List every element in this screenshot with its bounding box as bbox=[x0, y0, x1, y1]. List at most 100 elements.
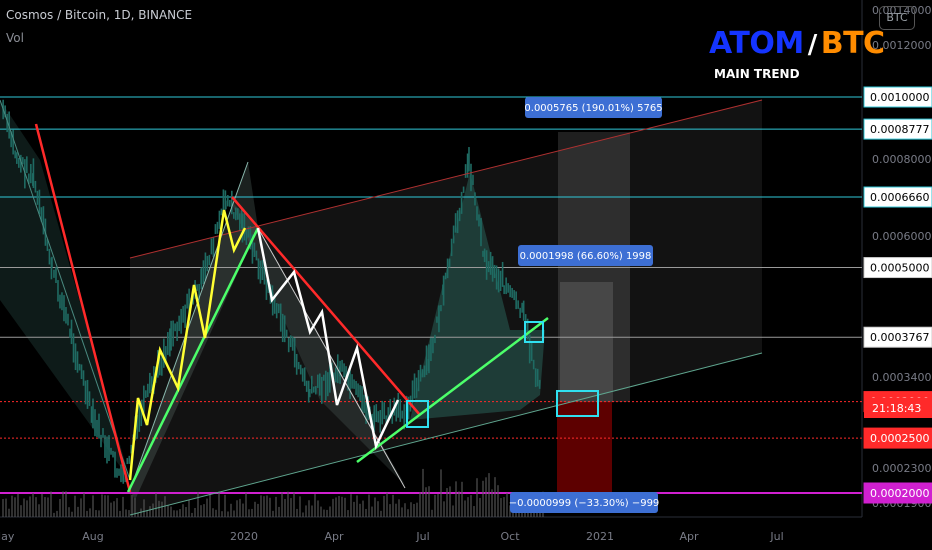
x-tick-label: 2021 bbox=[586, 530, 614, 543]
level-label-4: 0.0003767 bbox=[870, 331, 930, 344]
rise-channel-fill bbox=[130, 162, 258, 500]
volume-bar bbox=[260, 495, 262, 517]
x-tick-label: 2020 bbox=[230, 530, 258, 543]
volume-bar bbox=[458, 491, 460, 517]
volume-bar bbox=[23, 498, 25, 517]
volume-label: Vol bbox=[6, 31, 24, 45]
level-tag-0 bbox=[863, 86, 932, 108]
volume-bar bbox=[62, 491, 64, 517]
level-label-6: 0.0002500 bbox=[870, 432, 930, 445]
volume-bar bbox=[179, 509, 181, 517]
volume-bar bbox=[491, 489, 493, 517]
volume-bar bbox=[17, 493, 19, 517]
volume-bar bbox=[356, 495, 358, 517]
x-tick-label: Apr bbox=[324, 530, 344, 543]
volume-bar bbox=[362, 500, 364, 517]
volume-bar bbox=[500, 498, 502, 517]
volume-bar bbox=[131, 495, 133, 517]
volume-bar bbox=[401, 507, 403, 517]
volume-bar bbox=[467, 497, 469, 517]
x-tick-label: Oct bbox=[500, 530, 520, 543]
volume-bar bbox=[95, 510, 97, 517]
volume-bar bbox=[47, 497, 49, 517]
volume-bar bbox=[2, 498, 4, 517]
volume-bar bbox=[143, 499, 145, 517]
volume-bar bbox=[56, 510, 58, 517]
level-tag-2 bbox=[863, 186, 932, 208]
volume-bar bbox=[245, 492, 247, 517]
volume-bar bbox=[449, 486, 451, 517]
volume-bar bbox=[452, 505, 454, 517]
volume-bar bbox=[494, 477, 496, 517]
volume-bar bbox=[326, 509, 328, 517]
countdown-label: 21:18:43 bbox=[872, 402, 921, 415]
measure-zone-1 bbox=[558, 132, 630, 402]
volume-bar bbox=[476, 478, 478, 517]
target-box bbox=[556, 390, 599, 417]
volume-bar bbox=[416, 502, 418, 517]
volume-bar bbox=[293, 492, 295, 517]
volume-bar bbox=[59, 498, 61, 517]
volume-bar bbox=[8, 508, 10, 517]
volume-bar bbox=[164, 496, 166, 517]
volume-bar bbox=[110, 502, 112, 517]
symbol-title: Cosmos / Bitcoin, 1D, BINANCE bbox=[6, 8, 193, 22]
volume-bar bbox=[257, 503, 259, 517]
volume-bar bbox=[419, 492, 421, 517]
green-uptrend-2 bbox=[356, 317, 549, 463]
volume-bar bbox=[86, 510, 88, 517]
volume-bar bbox=[497, 485, 499, 517]
volume-bar bbox=[440, 469, 442, 517]
x-tick-label: Apr bbox=[679, 530, 699, 543]
logo-base: ATOM bbox=[709, 26, 804, 61]
volume-bar bbox=[296, 508, 298, 517]
main-trend-label: MAIN TREND bbox=[714, 67, 800, 81]
volume-bar bbox=[332, 498, 334, 517]
retest-box bbox=[524, 321, 544, 343]
volume-bar bbox=[41, 493, 43, 517]
volume-bar bbox=[428, 486, 430, 517]
volume-bar bbox=[227, 511, 229, 517]
volume-bar bbox=[83, 492, 85, 517]
volume-bar bbox=[104, 495, 106, 517]
volume-bar bbox=[299, 496, 301, 517]
volume-bar bbox=[323, 509, 325, 517]
pump-area-fill bbox=[410, 172, 545, 420]
volume-bar bbox=[194, 507, 196, 517]
volume-bar bbox=[269, 497, 271, 517]
volume-bar bbox=[116, 498, 118, 517]
measure-badge-1 bbox=[518, 245, 653, 266]
volume-bar bbox=[197, 492, 199, 517]
volume-bar bbox=[89, 508, 91, 517]
measure-label-0: 0.0005765 (190.01%) 5765 bbox=[524, 103, 662, 114]
volume-bar bbox=[479, 497, 481, 517]
volume-bar bbox=[167, 505, 169, 517]
volume-bar bbox=[377, 501, 379, 517]
volume-bar bbox=[410, 502, 412, 517]
volume-bar bbox=[188, 499, 190, 517]
volume-bar bbox=[284, 498, 286, 517]
level-tag-3 bbox=[863, 257, 932, 279]
volume-bar bbox=[122, 496, 124, 517]
level-label-7: 0.0002000 bbox=[870, 487, 930, 500]
volume-bar bbox=[119, 510, 121, 517]
volume-bar bbox=[53, 512, 55, 517]
volume-bar bbox=[272, 510, 274, 517]
volume-bar bbox=[503, 497, 505, 517]
volume-bar bbox=[506, 492, 508, 517]
currency-badge[interactable]: BTC bbox=[879, 6, 915, 30]
volume-bar bbox=[5, 498, 7, 517]
volume-bar bbox=[212, 508, 214, 517]
volume-bar bbox=[350, 494, 352, 517]
volume-bar bbox=[353, 501, 355, 517]
volume-bar bbox=[383, 495, 385, 517]
measure-badge-2 bbox=[510, 492, 658, 513]
volume-bar bbox=[392, 494, 394, 517]
volume-bar bbox=[371, 506, 373, 517]
volume-bar bbox=[470, 495, 472, 517]
volume-bar bbox=[50, 491, 52, 517]
volume-bar bbox=[248, 509, 250, 517]
countdown-tag bbox=[864, 398, 932, 418]
level-tag-4 bbox=[863, 326, 932, 348]
